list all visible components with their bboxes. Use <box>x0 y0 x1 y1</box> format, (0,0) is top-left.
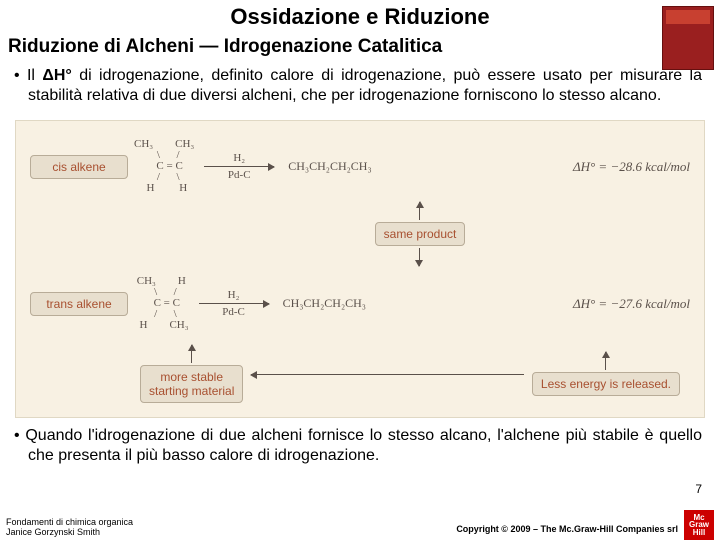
same-product-label: same product <box>375 222 466 246</box>
reaction-arrow-trans: H₂ Pd-C <box>199 303 269 304</box>
publisher-logo: Mc Graw Hill <box>684 510 714 540</box>
reaction-arrow-cis: H₂ Pd-C <box>204 166 274 167</box>
footer-left: Fondamenti di chimica organica Janice Go… <box>6 518 133 538</box>
bullet-1-pre: Il <box>27 67 42 84</box>
enthalpy-cis: ΔH° = −28.6 kcal/mol <box>573 159 690 175</box>
book-cover-thumbnail <box>662 6 714 70</box>
reagent-h2-cis: H₂ <box>204 152 274 164</box>
logo-line-3: Hill <box>693 529 705 536</box>
delta-h-symbol: ΔH° <box>42 67 71 84</box>
footer-copyright: Copyright © 2009 – The Mc.Graw-Hill Comp… <box>456 524 678 534</box>
catalyst-trans: Pd-C <box>199 306 269 318</box>
cis-structure: CH₃ CH₃ \ / C = C / \ H H <box>134 139 194 194</box>
arrow-up-less-energy-icon <box>605 352 606 370</box>
arrow-down-icon <box>419 248 420 266</box>
arrow-up-icon <box>419 202 420 220</box>
bottom-annotation-row: more stable starting material Less energ… <box>30 345 690 403</box>
catalyst-cis: Pd-C <box>204 169 274 181</box>
footer-author: Janice Gorzynski Smith <box>6 528 133 538</box>
product-cis: CH₃CH₂CH₂CH₃ <box>288 159 371 174</box>
same-product-group: same product <box>375 202 466 266</box>
reaction-diagram: cis alkene CH₃ CH₃ \ / C = C / \ H H H₂ … <box>15 120 705 418</box>
trans-row: trans alkene CH₃ H \ / C = C / \ H CH₃ H… <box>30 276 690 331</box>
trans-alkene-label: trans alkene <box>30 292 128 316</box>
product-trans: CH₃CH₂CH₂CH₃ <box>283 296 366 311</box>
bullet-2: Quando l'idrogenazione di due alcheni fo… <box>28 426 702 466</box>
bullet-1-post: di idrogenazione, definito calore di idr… <box>28 67 702 104</box>
reagent-h2-trans: H₂ <box>199 289 269 301</box>
more-stable-group: more stable starting material <box>140 345 243 403</box>
trans-structure: CH₃ H \ / C = C / \ H CH₃ <box>134 276 189 331</box>
same-product-annotation-row: same product <box>30 202 690 266</box>
page-subtitle: Riduzione di Alcheni — Idrogenazione Cat… <box>8 36 720 58</box>
enthalpy-trans: ΔH° = −27.6 kcal/mol <box>573 296 690 312</box>
cis-row: cis alkene CH₃ CH₃ \ / C = C / \ H H H₂ … <box>30 139 690 194</box>
bullet-1: Il ΔH° di idrogenazione, definito calore… <box>28 66 702 106</box>
page-number: 7 <box>695 482 702 496</box>
page-title: Ossidazione e Riduzione <box>0 4 720 30</box>
less-energy-label: Less energy is released. <box>532 372 680 396</box>
cis-alkene-label: cis alkene <box>30 155 128 179</box>
more-stable-label: more stable starting material <box>140 365 243 403</box>
arrow-up-more-stable-icon <box>191 345 192 363</box>
less-energy-group: Less energy is released. <box>532 352 680 396</box>
connector-arrow <box>251 374 524 375</box>
